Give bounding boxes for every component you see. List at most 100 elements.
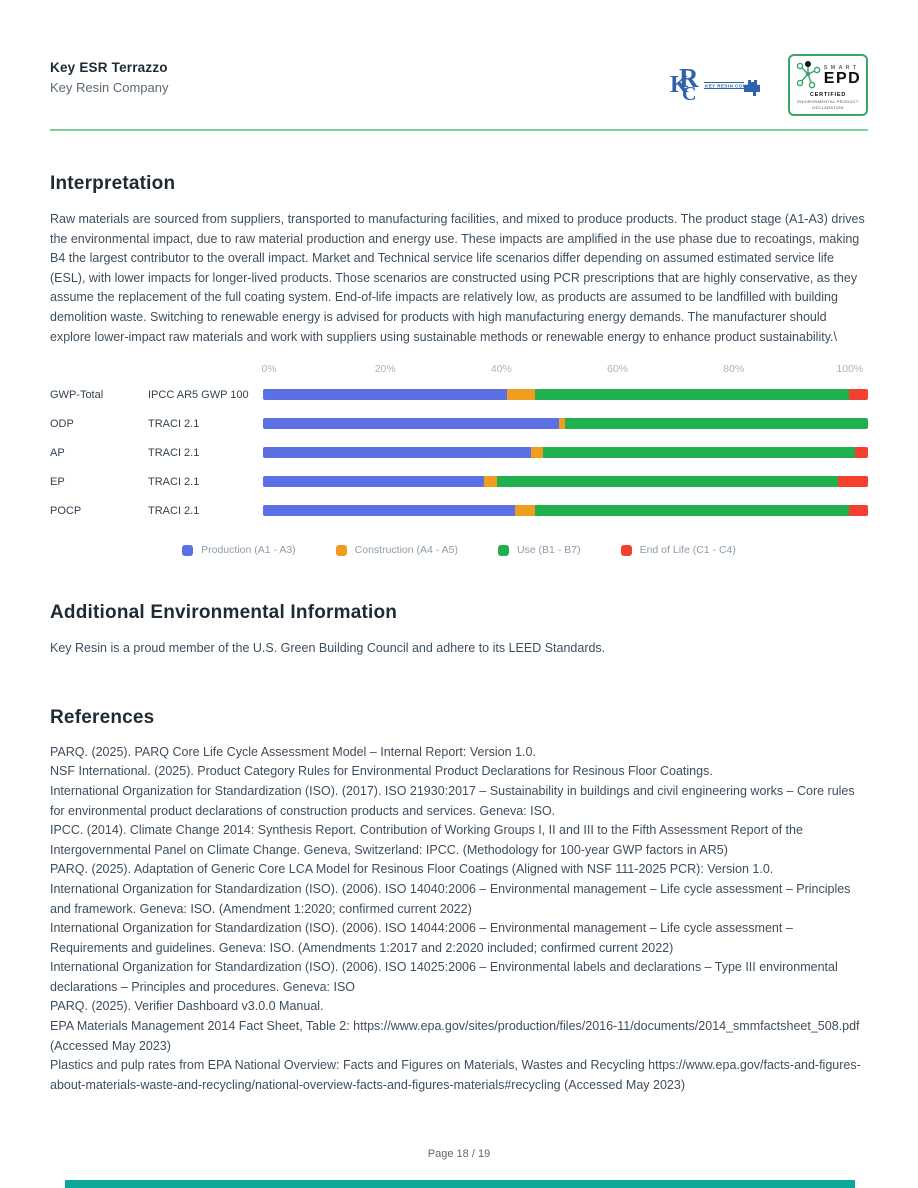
legend-item: Construction (A4 - A5) (335, 544, 458, 557)
reference-item: IPCC. (2014). Climate Change 2014: Synth… (50, 823, 803, 857)
reference-item: Plastics and pulp rates from EPA Nationa… (50, 1058, 861, 1092)
svg-text:C: C (682, 83, 696, 105)
epd-subtitle-line2: DECLARATION (812, 105, 844, 110)
additional-info-section: Additional Environmental Information Key… (50, 602, 868, 659)
impact-category-label: POCP (50, 504, 82, 517)
chart-row: ODP TRACI 2.1 (50, 409, 868, 438)
reference-item: International Organization for Standardi… (50, 881, 851, 916)
additional-info-text: Key Resin is a proud member of the U.S. … (50, 641, 606, 656)
method-label: TRACI 2.1 (148, 475, 200, 488)
impact-category-label: ODP (50, 417, 74, 430)
legend-label: Use (B1 - B7) (516, 544, 581, 557)
bar-segment (543, 447, 856, 459)
axis-tick-label: 40% (490, 363, 512, 376)
legend-swatch (497, 544, 509, 556)
bar-segment (849, 389, 868, 401)
axis-tick-label: 20% (374, 363, 396, 376)
page-content: Interpretation Raw materials are sourced… (0, 173, 918, 1095)
epd-subtitle-line1: ENVIRONMENTAL PRODUCT (797, 99, 859, 104)
svg-text:KEY RESIN COMPANY: KEY RESIN COMPANY (705, 84, 761, 89)
epd-smart-label: SMART (823, 64, 860, 71)
reference-item: PARQ. (2025). Adaptation of Generic Core… (50, 862, 774, 877)
axis-tick-label: 80% (723, 363, 745, 376)
legend-label: Construction (A4 - A5) (354, 544, 458, 557)
chart-row: EP TRACI 2.1 (50, 467, 868, 496)
bar-segment (263, 447, 531, 459)
section-title-interpretation: Interpretation (50, 173, 176, 194)
epd-molecule-icon (796, 61, 821, 89)
bar-segment (484, 476, 497, 488)
bar-segment (263, 418, 560, 430)
svg-text:R: R (679, 65, 699, 93)
chart-row: GWP-Total IPCC AR5 GWP 100 (50, 380, 868, 409)
chart-row: POCP TRACI 2.1 (50, 496, 868, 525)
legend-swatch (620, 544, 632, 556)
method-label: TRACI 2.1 (148, 417, 200, 430)
axis-tick-label: 0% (261, 363, 277, 376)
references-section: References PARQ. (2025). PARQ Core Life … (50, 707, 868, 1096)
bar-segment (496, 476, 839, 488)
impact-category-label: GWP-Total (50, 388, 104, 401)
reference-item: PARQ. (2025). Verifier Dashboard v3.0.0 … (50, 999, 324, 1014)
legend-swatch (182, 544, 194, 556)
chart-row: AP TRACI 2.1 (50, 438, 868, 467)
section-title-additional-info: Additional Environmental Information (50, 602, 398, 624)
product-title: Key ESR Terrazzo (50, 60, 168, 75)
bar-segment (263, 389, 508, 401)
legend-item: Production (A1 - A3) (182, 544, 296, 556)
legend-swatch (335, 544, 347, 556)
bar-segment (855, 447, 868, 459)
method-label: IPCC AR5 GWP 100 (148, 388, 249, 401)
bar-segment (559, 418, 566, 430)
interpretation-section: Interpretation Raw materials are sourced… (50, 173, 868, 347)
krc-logo-graphic: K R C KEY RESIN COMPANY (670, 63, 761, 105)
bar-segment (531, 447, 544, 459)
footer-accent-bar (65, 1180, 855, 1188)
stacked-bar (263, 505, 868, 517)
legend-item: Use (B1 - B7) (497, 544, 581, 557)
epd-label: EPD (823, 69, 862, 87)
bar-segment (535, 389, 850, 401)
method-label: TRACI 2.1 (148, 446, 200, 459)
interpretation-text: Raw materials are sourced from suppliers… (50, 212, 865, 344)
bar-segment (565, 418, 868, 430)
bar-segment (838, 476, 868, 488)
stacked-bar (263, 447, 868, 459)
smart-epd-badge: SMART EPD CERTIFIED ENVIRONMENTAL PRODUC… (788, 54, 868, 116)
epd-badge-titles: SMART EPD (823, 64, 862, 87)
reference-item: NSF International. (2025). Product Categ… (50, 764, 713, 779)
reference-item: International Organization for Standardi… (50, 921, 793, 955)
krc-company-logo: K R C KEY RESIN COMPANY (670, 63, 762, 105)
impact-category-label: AP (50, 446, 65, 459)
stacked-bar (263, 418, 868, 430)
bar-segment (535, 505, 850, 517)
reference-item: PARQ. (2025). PARQ Core Life Cycle Asses… (50, 744, 536, 759)
references-list: PARQ. (2025). PARQ Core Life Cycle Asses… (50, 743, 868, 1096)
impact-stage-chart: 0% 20% 40% 60% 80% 100% GWP-Total IPCC AR5 GWP… (50, 363, 868, 556)
chart-legend: Production (A1 - A3) Construction (A4 - A… (50, 544, 868, 556)
legend-label: End of Life (C1 - C4) (639, 544, 736, 557)
impact-category-label: EP (50, 475, 65, 488)
reference-item: International Organization for Standardi… (50, 783, 855, 818)
axis-tick-label: 60% (607, 363, 629, 376)
chart-x-axis: 0% 20% 40% 60% 80% 100% (261, 363, 868, 380)
bar-segment (263, 476, 485, 488)
epd-certified-label: CERTIFIED (809, 92, 847, 98)
legend-item: End of Life (C1 - C4) (620, 544, 736, 557)
legend-label: Production (A1 - A3) (201, 544, 296, 557)
page-number: Page 18 / 19 (427, 1148, 491, 1160)
reference-item: International Organization for Standardi… (50, 960, 838, 994)
bar-segment (507, 389, 536, 401)
bar-segment (515, 505, 536, 517)
bar-segment (849, 505, 868, 517)
header-rule (50, 129, 868, 131)
bar-segment (263, 505, 516, 517)
method-label: TRACI 2.1 (148, 504, 200, 517)
stacked-bar (263, 476, 868, 488)
stacked-bar (263, 389, 868, 401)
epd-badge-top: SMART EPD (795, 60, 861, 90)
reference-item: EPA Materials Management 2014 Fact Sheet… (50, 1019, 860, 1053)
page-header: Key ESR Terrazzo Key Resin Company K R C… (0, 0, 918, 116)
section-title-references: References (50, 706, 155, 728)
